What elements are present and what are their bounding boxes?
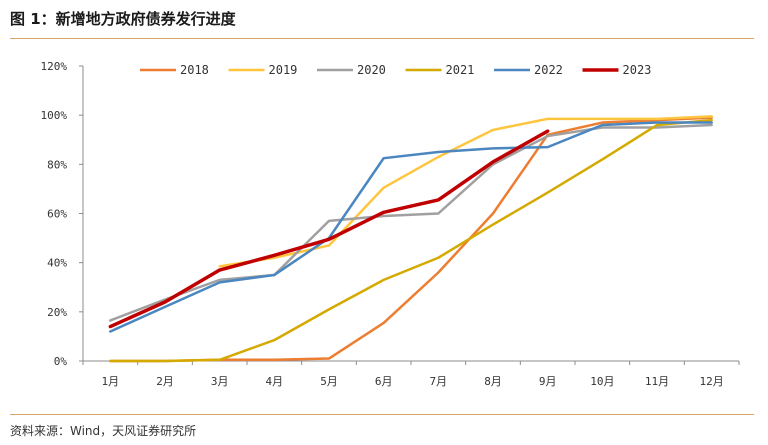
y-tick-label: 80% [47,158,67,171]
x-tick-label: 9月 [539,375,557,388]
y-tick-label: 60% [47,208,67,221]
series-line-2023 [108,129,550,329]
x-tick-label: 4月 [266,375,284,388]
source-note: 资料来源：Wind，天风证券研究所 [10,424,197,438]
y-tick-label: 0% [54,355,68,368]
y-tick-label: 20% [47,306,67,319]
figure-title: 图 1：新增地方政府债券发行进度 [10,10,236,28]
series-line-2021 [109,118,713,363]
footer-divider [10,414,754,415]
legend-label-2022: 2022 [534,63,563,77]
x-tick-label: 8月 [484,375,502,388]
x-tick-label: 12月 [700,375,724,388]
chart-legend: 2018 2019 2020 2021 2022 2023 [140,63,651,77]
series-line-2019 [218,115,713,268]
x-tick-label: 2月 [156,375,174,388]
legend-label-2021: 2021 [446,63,475,77]
x-tick-label: 5月 [320,375,338,388]
y-tick-label: 40% [47,257,67,270]
x-tick-label: 6月 [375,375,393,388]
x-tick-label: 3月 [211,375,229,388]
series-line-2020 [109,123,713,322]
legend-label-2018: 2018 [180,63,209,77]
chart-axes: 0% 20% 40% 60% 80% 100% 120% 1月 2月 3月 4月 5月 6月 7月 8月 9月… [41,60,740,388]
legend-label-2019: 2019 [269,63,298,77]
legend-label-2023: 2023 [623,63,652,77]
chart-series-layer [108,115,713,363]
x-tick-label: 10月 [590,375,614,388]
y-tick-label: 100% [41,109,68,122]
y-tick-label: 120% [41,60,68,73]
legend-label-2020: 2020 [357,63,386,77]
title-divider [10,38,754,39]
x-tick-label: 7月 [430,375,448,388]
series-line-2022 [109,121,713,333]
x-tick-label: 11月 [645,375,669,388]
x-tick-label: 1月 [102,375,120,388]
